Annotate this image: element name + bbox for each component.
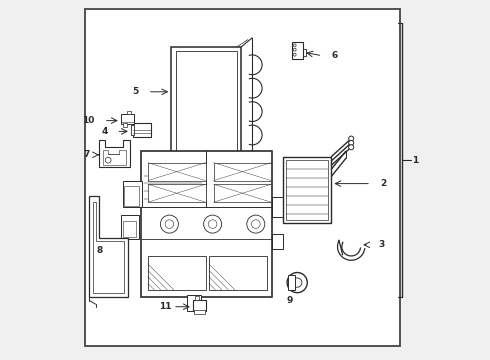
Text: 7: 7 (83, 150, 90, 159)
Bar (122, 123, 127, 127)
Circle shape (349, 140, 354, 145)
Text: 9: 9 (287, 296, 293, 305)
Text: 8: 8 (97, 246, 103, 255)
Bar (171, 47, 242, 160)
Bar (286, 160, 328, 220)
Bar (214, 163, 271, 181)
Text: 4: 4 (101, 127, 107, 136)
Bar (187, 295, 201, 311)
Bar (148, 184, 206, 202)
Bar (121, 114, 134, 124)
Bar (194, 310, 205, 314)
Bar (148, 163, 206, 181)
Bar (209, 256, 267, 290)
Bar (283, 157, 331, 223)
Bar (131, 125, 134, 135)
Bar (127, 111, 130, 114)
Bar (288, 275, 294, 290)
Text: 1: 1 (413, 156, 418, 165)
Circle shape (349, 145, 354, 150)
Bar (85, 9, 400, 346)
Bar (124, 186, 139, 206)
Text: 2: 2 (380, 179, 386, 188)
Bar (141, 151, 272, 297)
Text: 11: 11 (159, 302, 171, 311)
Text: 5: 5 (133, 87, 139, 96)
Bar (133, 123, 151, 137)
Text: 6: 6 (331, 51, 338, 60)
Text: 10: 10 (82, 116, 95, 125)
Bar (193, 300, 206, 311)
Bar (175, 51, 237, 156)
Bar (272, 197, 286, 217)
Bar (123, 221, 136, 237)
Bar (122, 181, 143, 207)
Polygon shape (90, 196, 128, 297)
Bar (214, 184, 271, 202)
Text: 3: 3 (378, 240, 385, 249)
Bar (148, 256, 206, 290)
Polygon shape (99, 140, 130, 167)
Bar (292, 42, 303, 59)
Circle shape (349, 136, 354, 141)
Bar (272, 234, 283, 249)
Bar (121, 215, 139, 239)
Bar (196, 296, 198, 300)
